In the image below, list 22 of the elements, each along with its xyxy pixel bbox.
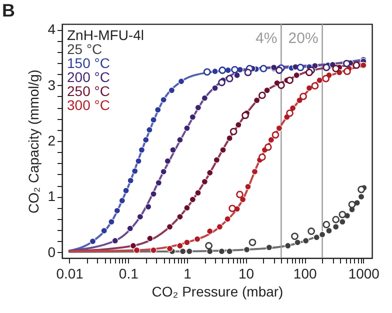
y-tick-label: 0 [48, 244, 56, 260]
legend-title: ZnH-MFU-4l [67, 27, 144, 43]
text: 150 °C [67, 55, 110, 71]
text: 300 °C [67, 97, 110, 113]
text: 250 °C [67, 83, 110, 99]
y-axis-title: CO₂ Capacity (mmol/g) [26, 70, 42, 214]
y-tick-label: 1 [48, 188, 56, 204]
y-tick-label: 2 [48, 132, 56, 148]
chart-title: B [2, 0, 15, 21]
x-tick-label: 100 [293, 266, 317, 282]
y-tick-label: 3 [48, 76, 56, 93]
text: 200 °C [67, 69, 110, 85]
annotation: 4% [256, 30, 278, 47]
x-tick-label: 1 [184, 266, 192, 282]
x-axis-title: CO₂ Pressure (mbar) [152, 284, 284, 300]
text: 25 °C [67, 41, 102, 57]
x-tick-label: 10 [238, 266, 254, 282]
x-tick-label: 1000 [348, 266, 380, 282]
annotation: 20% [288, 30, 318, 47]
x-tick-label: 0.1 [118, 266, 139, 282]
x-tick-label: 0.01 [56, 266, 84, 282]
y-tick-label: 4 [48, 21, 56, 38]
